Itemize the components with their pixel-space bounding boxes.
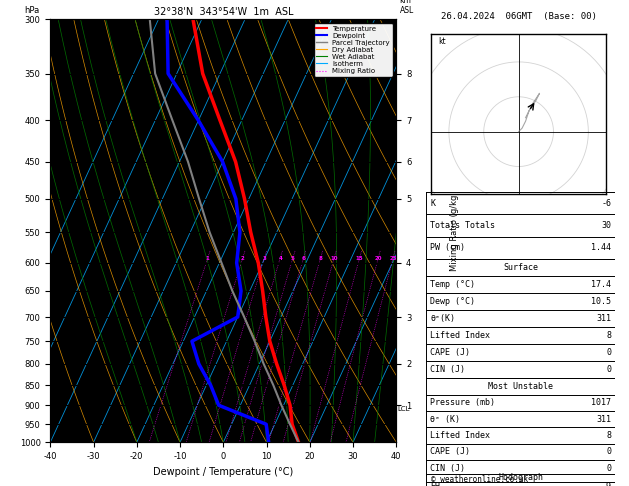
Text: θᵉ(K): θᵉ(K) (430, 314, 455, 323)
Text: 25: 25 (389, 256, 397, 260)
Text: 8: 8 (606, 331, 611, 340)
Text: 26.04.2024  06GMT  (Base: 00): 26.04.2024 06GMT (Base: 00) (441, 12, 597, 21)
Text: 5: 5 (291, 256, 295, 260)
Legend: Temperature, Dewpoint, Parcel Trajectory, Dry Adiabat, Wet Adiabat, Isotherm, Mi: Temperature, Dewpoint, Parcel Trajectory… (314, 23, 392, 77)
Text: PW (cm): PW (cm) (430, 243, 465, 252)
Text: CIN (J): CIN (J) (430, 365, 465, 374)
Text: -9: -9 (601, 482, 611, 486)
Text: 4: 4 (278, 256, 282, 260)
Text: 20: 20 (374, 256, 382, 260)
Text: 0: 0 (606, 348, 611, 357)
Text: K: K (430, 199, 435, 208)
Text: 0: 0 (606, 447, 611, 456)
Text: LCL: LCL (398, 406, 410, 412)
Text: 15: 15 (356, 256, 364, 260)
Text: 10.5: 10.5 (591, 297, 611, 306)
Text: km
ASL: km ASL (400, 0, 414, 15)
Text: Most Unstable: Most Unstable (488, 382, 554, 391)
Y-axis label: Mixing Ratio (g/kg): Mixing Ratio (g/kg) (450, 191, 459, 271)
Text: 6: 6 (301, 256, 305, 260)
Text: Hodograph: Hodograph (498, 473, 543, 483)
Text: 1.44: 1.44 (591, 243, 611, 252)
Text: CAPE (J): CAPE (J) (430, 447, 470, 456)
Text: © weatheronline.co.uk: © weatheronline.co.uk (431, 474, 528, 484)
Text: 8: 8 (606, 431, 611, 440)
Text: 0: 0 (606, 464, 611, 472)
Text: Surface: Surface (503, 263, 538, 272)
Text: hPa: hPa (25, 6, 40, 15)
X-axis label: Dewpoint / Temperature (°C): Dewpoint / Temperature (°C) (153, 467, 293, 477)
Text: Lifted Index: Lifted Index (430, 331, 490, 340)
Text: 3: 3 (262, 256, 266, 260)
Text: 30: 30 (601, 221, 611, 230)
Text: kt: kt (438, 37, 446, 47)
Text: Dewp (°C): Dewp (°C) (430, 297, 476, 306)
Text: 311: 311 (596, 415, 611, 424)
Text: 1017: 1017 (591, 398, 611, 407)
Text: 17.4: 17.4 (591, 280, 611, 289)
Text: -6: -6 (601, 199, 611, 208)
Title: 32°38'N  343°54'W  1m  ASL: 32°38'N 343°54'W 1m ASL (153, 7, 293, 17)
Text: 1: 1 (206, 256, 209, 260)
Text: θᵉ (K): θᵉ (K) (430, 415, 460, 424)
Text: Temp (°C): Temp (°C) (430, 280, 476, 289)
Text: 10: 10 (330, 256, 338, 260)
Text: Pressure (mb): Pressure (mb) (430, 398, 495, 407)
Text: 8: 8 (318, 256, 323, 260)
Text: Lifted Index: Lifted Index (430, 431, 490, 440)
Text: Totals Totals: Totals Totals (430, 221, 495, 230)
Text: 2: 2 (241, 256, 245, 260)
Text: CIN (J): CIN (J) (430, 464, 465, 472)
Text: CAPE (J): CAPE (J) (430, 348, 470, 357)
Text: 0: 0 (606, 365, 611, 374)
Text: 311: 311 (596, 314, 611, 323)
Text: EH: EH (430, 482, 440, 486)
